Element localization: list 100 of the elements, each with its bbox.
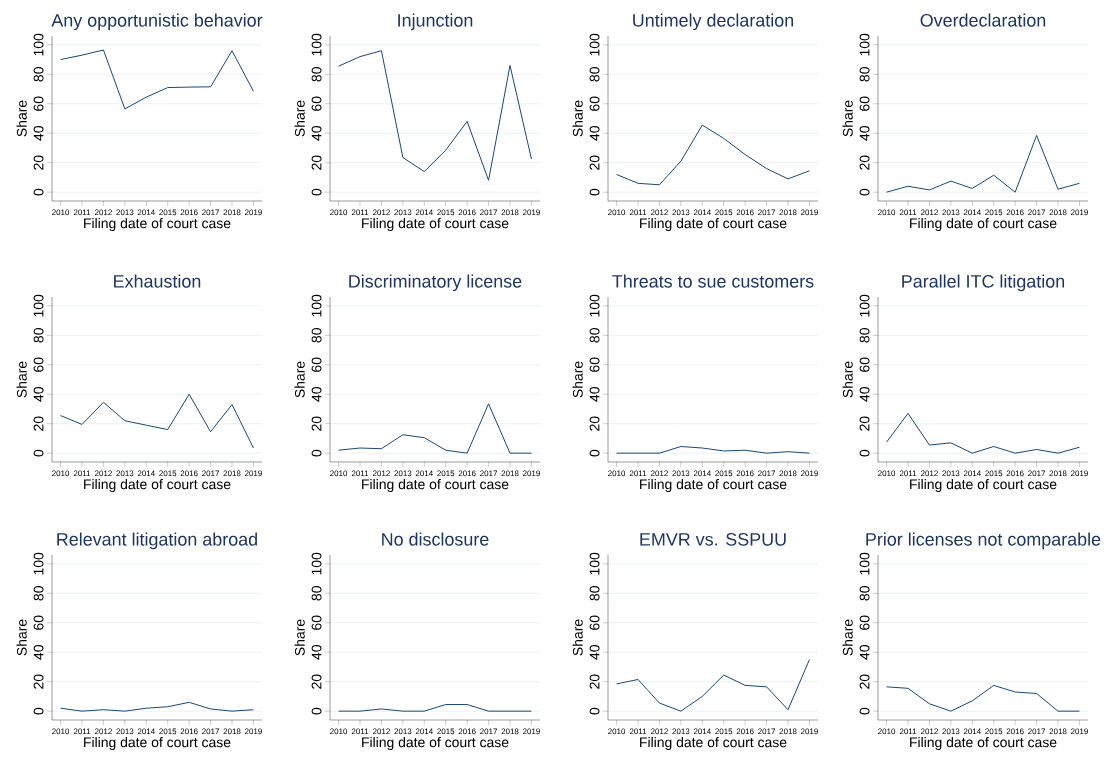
y-axis-title: Share xyxy=(842,619,853,656)
x-axis-title: Filing date of court case xyxy=(84,479,231,492)
y-tick-label: 0 xyxy=(859,449,870,457)
chart-title: Prior licenses not comparable xyxy=(866,532,1101,550)
y-tick-label: 80 xyxy=(589,328,600,343)
y-tick-label: 40 xyxy=(859,387,870,402)
y-tick-label: 0 xyxy=(859,707,870,715)
y-tick-label: 20 xyxy=(589,674,600,689)
x-axis-title: Filing date of court case xyxy=(910,737,1057,750)
y-tick-label: 20 xyxy=(311,416,322,431)
x-axis-title: Filing date of court case xyxy=(640,217,787,231)
y-tick-label: 0 xyxy=(33,188,44,196)
chart-title: Any opportunistic behavior xyxy=(51,13,263,31)
y-tick-label: 100 xyxy=(859,294,870,317)
line-series xyxy=(60,49,254,110)
y-tick-label: 60 xyxy=(859,96,870,111)
x-axis-title: Filing date of court case xyxy=(362,479,509,492)
y-tick-label: 80 xyxy=(311,328,322,343)
y-tick-label: 20 xyxy=(589,416,600,431)
line-series xyxy=(60,393,254,449)
y-tick-label: 20 xyxy=(589,155,600,170)
y-tick-label: 80 xyxy=(33,586,44,601)
x-axis-title: Filing date of court case xyxy=(640,737,787,750)
y-tick-label: 40 xyxy=(311,126,322,141)
y-tick-label: 40 xyxy=(859,126,870,141)
x-axis-title: Filing date of court case xyxy=(84,737,231,750)
line-series xyxy=(338,50,532,181)
y-tick-label: 40 xyxy=(859,645,870,660)
y-axis-title: Share xyxy=(572,361,583,398)
line-series xyxy=(886,134,1080,193)
chart-title: Untimely declaration xyxy=(633,13,794,31)
y-tick-label: 100 xyxy=(589,33,600,56)
y-tick-label: 60 xyxy=(311,615,322,630)
line-series xyxy=(886,684,1080,712)
y-tick-label: 100 xyxy=(311,294,322,317)
y-tick-label: 100 xyxy=(311,552,322,575)
y-tick-label: 40 xyxy=(311,387,322,402)
x-axis-title: Filing date of court case xyxy=(910,217,1057,231)
y-tick-label: 20 xyxy=(859,674,870,689)
y-tick-label: 0 xyxy=(311,707,322,715)
y-tick-label: 60 xyxy=(33,615,44,630)
y-tick-label: 40 xyxy=(33,126,44,141)
y-tick-label: 40 xyxy=(33,387,44,402)
y-axis-title: Share xyxy=(842,361,853,398)
y-tick-label: 60 xyxy=(33,357,44,372)
y-tick-label: 20 xyxy=(33,674,44,689)
y-tick-label: 80 xyxy=(589,67,600,82)
y-axis-title: Share xyxy=(16,361,27,398)
chart-title: Relevant litigation abroad xyxy=(57,532,257,550)
y-tick-label: 60 xyxy=(33,96,44,111)
y-tick-label: 60 xyxy=(589,357,600,372)
chart-title: Discriminatory license xyxy=(349,274,522,292)
line-series xyxy=(338,403,532,454)
y-tick-label: 100 xyxy=(33,552,44,575)
chart-title: Threats to sue customers xyxy=(612,274,814,288)
x-axis-title: Filing date of court case xyxy=(84,217,231,231)
y-tick-label: 40 xyxy=(33,645,44,660)
y-axis-title: Share xyxy=(572,100,583,137)
y-tick-label: 20 xyxy=(33,416,44,431)
y-tick-label: 100 xyxy=(589,294,600,317)
y-tick-label: 20 xyxy=(311,674,322,689)
line-series xyxy=(60,701,254,712)
y-tick-label: 80 xyxy=(859,328,870,343)
y-tick-label: 60 xyxy=(311,96,322,111)
y-tick-label: 40 xyxy=(311,645,322,660)
y-tick-label: 100 xyxy=(33,33,44,56)
y-tick-label: 0 xyxy=(859,188,870,196)
y-tick-label: 40 xyxy=(589,645,600,660)
y-tick-label: 40 xyxy=(589,387,600,402)
y-axis-title: Share xyxy=(16,100,27,137)
y-tick-label: 80 xyxy=(311,67,322,82)
y-axis-title: Share xyxy=(572,619,583,656)
y-axis-title: Share xyxy=(294,361,305,398)
y-tick-label: 60 xyxy=(589,615,600,630)
y-axis-title: Share xyxy=(294,100,305,137)
y-tick-label: 80 xyxy=(589,586,600,601)
y-tick-label: 40 xyxy=(589,126,600,141)
y-tick-label: 100 xyxy=(33,294,44,317)
x-axis-title: Filing date of court case xyxy=(362,737,509,750)
y-tick-label: 80 xyxy=(859,586,870,601)
y-tick-label: 100 xyxy=(589,552,600,575)
y-tick-label: 100 xyxy=(311,33,322,56)
chart-title: EMVR vs. SSPUU xyxy=(640,532,786,546)
x-axis-title: Filing date of court case xyxy=(362,217,509,231)
y-tick-label: 60 xyxy=(859,357,870,372)
y-tick-label: 100 xyxy=(859,552,870,575)
y-tick-label: 80 xyxy=(859,67,870,82)
y-axis-title: Share xyxy=(842,100,853,137)
chart-title: Injunction xyxy=(398,13,473,31)
y-axis-title: Share xyxy=(16,619,27,656)
line-series xyxy=(886,412,1080,454)
y-tick-label: 20 xyxy=(311,155,322,170)
x-axis-title: Filing date of court case xyxy=(640,479,787,492)
y-tick-label: 20 xyxy=(859,155,870,170)
y-tick-label: 0 xyxy=(589,707,600,715)
y-tick-label: 60 xyxy=(311,357,322,372)
chart-title: Exhaustion xyxy=(114,274,201,288)
y-tick-label: 80 xyxy=(33,67,44,82)
chart-title: No disclosure xyxy=(382,532,489,546)
y-tick-label: 0 xyxy=(589,188,600,196)
